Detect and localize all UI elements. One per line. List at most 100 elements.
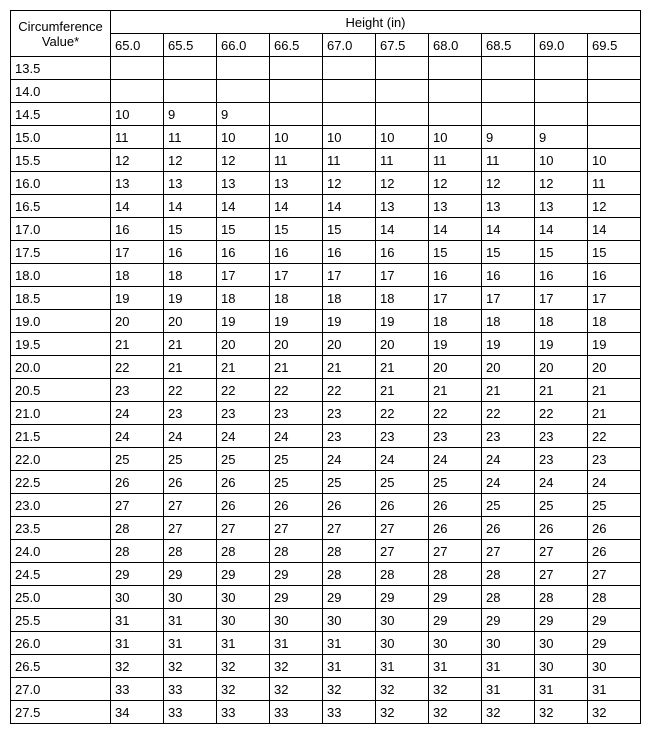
value-cell: 13 (217, 172, 270, 195)
value-cell: 21 (376, 379, 429, 402)
circumference-cell: 16.5 (11, 195, 111, 218)
value-cell: 25 (376, 471, 429, 494)
value-cell: 19 (376, 310, 429, 333)
value-cell (270, 103, 323, 126)
circumference-cell: 14.5 (11, 103, 111, 126)
value-cell: 27 (164, 494, 217, 517)
value-cell: 30 (270, 609, 323, 632)
value-cell: 32 (376, 701, 429, 724)
height-col-header: 69.5 (588, 34, 641, 57)
value-cell: 25 (164, 448, 217, 471)
value-cell: 33 (217, 701, 270, 724)
value-cell: 29 (588, 632, 641, 655)
value-cell: 24 (323, 448, 376, 471)
value-cell: 21 (588, 379, 641, 402)
circumference-cell: 15.0 (11, 126, 111, 149)
value-cell: 10 (588, 149, 641, 172)
value-cell: 30 (376, 609, 429, 632)
value-cell: 24 (482, 448, 535, 471)
value-cell (429, 103, 482, 126)
value-cell (588, 103, 641, 126)
value-cell: 20 (535, 356, 588, 379)
value-cell: 28 (164, 540, 217, 563)
value-cell: 29 (323, 586, 376, 609)
value-cell: 25 (429, 471, 482, 494)
value-cell: 34 (111, 701, 164, 724)
value-cell: 14 (111, 195, 164, 218)
value-cell: 12 (164, 149, 217, 172)
circumference-cell: 14.0 (11, 80, 111, 103)
table-row: 26.031313131313030303029 (11, 632, 641, 655)
value-cell: 29 (270, 586, 323, 609)
value-cell: 18 (376, 287, 429, 310)
value-cell: 18 (588, 310, 641, 333)
value-cell: 31 (376, 655, 429, 678)
circumference-cell: 19.5 (11, 333, 111, 356)
value-cell: 10 (217, 126, 270, 149)
value-cell (429, 57, 482, 80)
value-cell: 28 (111, 540, 164, 563)
circumference-cell: 16.0 (11, 172, 111, 195)
value-cell (588, 57, 641, 80)
value-cell: 14 (164, 195, 217, 218)
value-cell: 32 (164, 655, 217, 678)
table-header: Circumference Value* Height (in) 65.065.… (11, 11, 641, 57)
value-cell: 20 (376, 333, 429, 356)
value-cell: 32 (429, 678, 482, 701)
value-cell: 17 (482, 287, 535, 310)
value-cell: 20 (323, 333, 376, 356)
value-cell (323, 80, 376, 103)
value-cell: 14 (535, 218, 588, 241)
height-col-header: 65.0 (111, 34, 164, 57)
value-cell: 19 (588, 333, 641, 356)
circumference-cell: 21.0 (11, 402, 111, 425)
value-cell: 21 (323, 356, 376, 379)
table-row: 18.018181717171716161616 (11, 264, 641, 287)
value-cell: 13 (482, 195, 535, 218)
value-cell: 18 (323, 287, 376, 310)
value-cell: 26 (535, 517, 588, 540)
table-row: 26.532323232313131313030 (11, 655, 641, 678)
value-cell: 27 (217, 517, 270, 540)
value-cell: 23 (429, 425, 482, 448)
value-cell: 12 (588, 195, 641, 218)
value-cell (588, 126, 641, 149)
value-cell: 23 (535, 448, 588, 471)
value-cell: 16 (535, 264, 588, 287)
value-cell: 19 (429, 333, 482, 356)
circumference-cell: 21.5 (11, 425, 111, 448)
value-cell: 25 (111, 448, 164, 471)
table-row: 15.512121211111111111010 (11, 149, 641, 172)
value-cell: 12 (482, 172, 535, 195)
height-col-header: 68.5 (482, 34, 535, 57)
value-cell: 16 (588, 264, 641, 287)
circumference-cell: 26.5 (11, 655, 111, 678)
value-cell: 9 (217, 103, 270, 126)
value-cell: 23 (588, 448, 641, 471)
value-cell: 29 (270, 563, 323, 586)
value-cell: 22 (217, 379, 270, 402)
value-cell: 28 (588, 586, 641, 609)
value-cell: 12 (535, 172, 588, 195)
table-row: 27.033333232323232313131 (11, 678, 641, 701)
value-cell: 11 (111, 126, 164, 149)
value-cell: 28 (429, 563, 482, 586)
value-cell: 30 (323, 609, 376, 632)
value-cell: 27 (270, 517, 323, 540)
corner-header: Circumference Value* (11, 11, 111, 57)
value-cell: 21 (270, 356, 323, 379)
value-cell: 26 (111, 471, 164, 494)
circumference-cell: 23.5 (11, 517, 111, 540)
value-cell: 25 (270, 448, 323, 471)
value-cell: 33 (164, 678, 217, 701)
value-cell: 14 (588, 218, 641, 241)
value-cell: 26 (217, 494, 270, 517)
value-cell: 23 (323, 402, 376, 425)
value-cell: 27 (376, 540, 429, 563)
value-cell: 29 (429, 609, 482, 632)
value-cell: 11 (270, 149, 323, 172)
value-cell: 26 (164, 471, 217, 494)
value-cell: 17 (376, 264, 429, 287)
value-cell: 30 (217, 586, 270, 609)
value-cell: 30 (535, 632, 588, 655)
